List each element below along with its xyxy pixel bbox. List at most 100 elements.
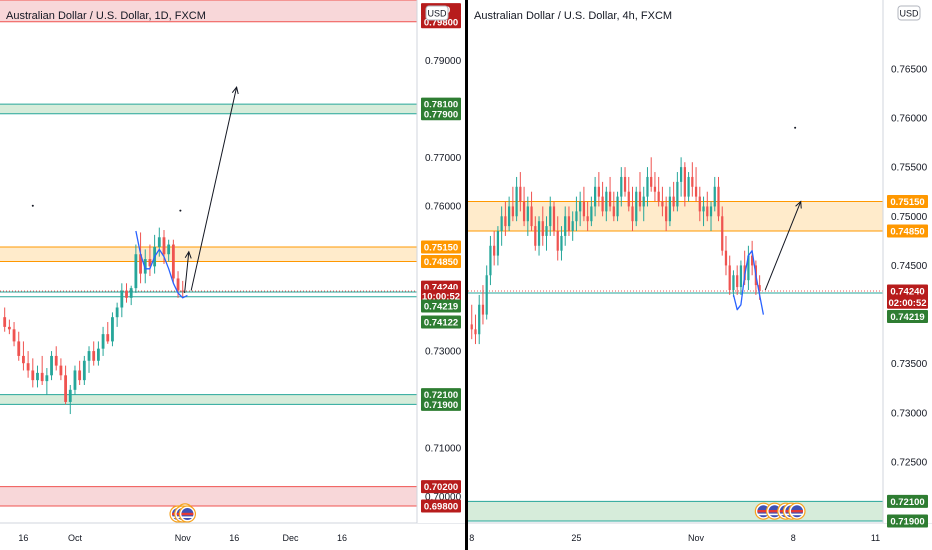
candle[interactable] <box>698 186 701 222</box>
candle[interactable] <box>478 294 481 345</box>
candle[interactable] <box>751 240 754 276</box>
candle[interactable] <box>687 172 690 202</box>
candle[interactable] <box>736 265 739 295</box>
candle[interactable] <box>120 283 124 318</box>
candle[interactable] <box>646 167 649 207</box>
candle[interactable] <box>709 201 713 232</box>
candle[interactable] <box>139 232 142 284</box>
candle[interactable] <box>31 358 35 388</box>
candle[interactable] <box>590 196 593 227</box>
event-flag-icon[interactable] <box>788 502 806 520</box>
candle[interactable] <box>485 265 488 320</box>
candle[interactable] <box>721 206 724 256</box>
candle[interactable] <box>22 341 25 371</box>
candle[interactable] <box>64 365 68 405</box>
candle[interactable] <box>511 186 514 222</box>
candle[interactable] <box>631 186 634 232</box>
candle[interactable] <box>17 331 21 361</box>
candle[interactable] <box>474 314 477 345</box>
candle[interactable] <box>635 186 638 227</box>
candle[interactable] <box>508 196 511 232</box>
candle[interactable] <box>616 191 619 222</box>
candle[interactable] <box>493 231 496 266</box>
candle[interactable] <box>717 176 720 222</box>
candle[interactable] <box>92 341 96 366</box>
candle[interactable] <box>3 307 7 332</box>
candle[interactable] <box>12 322 16 347</box>
candle[interactable] <box>530 191 533 232</box>
candle[interactable] <box>481 285 485 325</box>
candle[interactable] <box>661 186 664 217</box>
candle[interactable] <box>653 172 657 202</box>
candle[interactable] <box>68 384 72 415</box>
candle[interactable] <box>522 186 526 227</box>
candle[interactable] <box>706 191 709 222</box>
candle[interactable] <box>564 206 567 246</box>
candle[interactable] <box>519 172 522 212</box>
candle[interactable] <box>496 226 500 266</box>
candle[interactable] <box>575 196 578 232</box>
candle[interactable] <box>545 216 548 251</box>
candle[interactable] <box>650 157 653 192</box>
candle[interactable] <box>534 216 537 251</box>
candle[interactable] <box>40 355 44 385</box>
candle[interactable] <box>101 326 105 356</box>
candle[interactable] <box>129 285 133 306</box>
candle[interactable] <box>657 176 660 207</box>
candle[interactable] <box>627 176 630 212</box>
candle[interactable] <box>171 239 175 284</box>
candle[interactable] <box>134 244 138 293</box>
candle[interactable] <box>167 239 171 262</box>
candle[interactable] <box>638 172 642 212</box>
candle[interactable] <box>665 196 668 232</box>
candle[interactable] <box>526 196 529 236</box>
candle[interactable] <box>672 181 675 212</box>
candle[interactable] <box>115 302 119 327</box>
candle[interactable] <box>683 162 686 207</box>
candle[interactable] <box>567 206 571 236</box>
currency-button[interactable]: USD <box>425 5 449 21</box>
candle[interactable] <box>597 172 600 207</box>
candle[interactable] <box>489 235 492 286</box>
candle[interactable] <box>87 346 91 373</box>
candle[interactable] <box>586 201 589 232</box>
candle[interactable] <box>82 355 86 385</box>
candle[interactable] <box>73 365 77 395</box>
candle[interactable] <box>36 365 39 388</box>
candle[interactable] <box>504 201 507 236</box>
candle[interactable] <box>702 196 705 227</box>
candle[interactable] <box>143 249 147 284</box>
candle[interactable] <box>582 186 586 222</box>
candle[interactable] <box>552 201 556 236</box>
candle[interactable] <box>579 191 582 227</box>
candle[interactable] <box>732 270 735 297</box>
candle[interactable] <box>54 346 58 371</box>
candle[interactable] <box>537 216 541 256</box>
candle[interactable] <box>593 176 597 217</box>
candle[interactable] <box>605 186 608 222</box>
candle[interactable] <box>541 206 544 246</box>
event-flag-icon[interactable] <box>178 505 197 523</box>
candle[interactable] <box>728 255 731 295</box>
candle[interactable] <box>556 216 559 261</box>
candle[interactable] <box>45 368 49 395</box>
candle[interactable] <box>724 235 728 276</box>
candle[interactable] <box>620 167 623 207</box>
candle[interactable] <box>549 196 552 236</box>
candle[interactable] <box>111 312 114 347</box>
candle[interactable] <box>691 162 694 197</box>
candle[interactable] <box>668 186 672 227</box>
candle[interactable] <box>623 167 627 197</box>
currency-button[interactable]: USD <box>897 5 921 21</box>
candle[interactable] <box>608 176 612 212</box>
candle[interactable] <box>157 227 161 257</box>
candle[interactable] <box>713 176 716 212</box>
candle[interactable] <box>612 191 615 222</box>
candle[interactable] <box>59 358 63 381</box>
candle[interactable] <box>26 351 30 378</box>
candle[interactable] <box>500 206 503 246</box>
candle[interactable] <box>560 226 563 261</box>
candle[interactable] <box>181 280 185 298</box>
candle[interactable] <box>96 341 100 366</box>
candle[interactable] <box>571 211 574 241</box>
